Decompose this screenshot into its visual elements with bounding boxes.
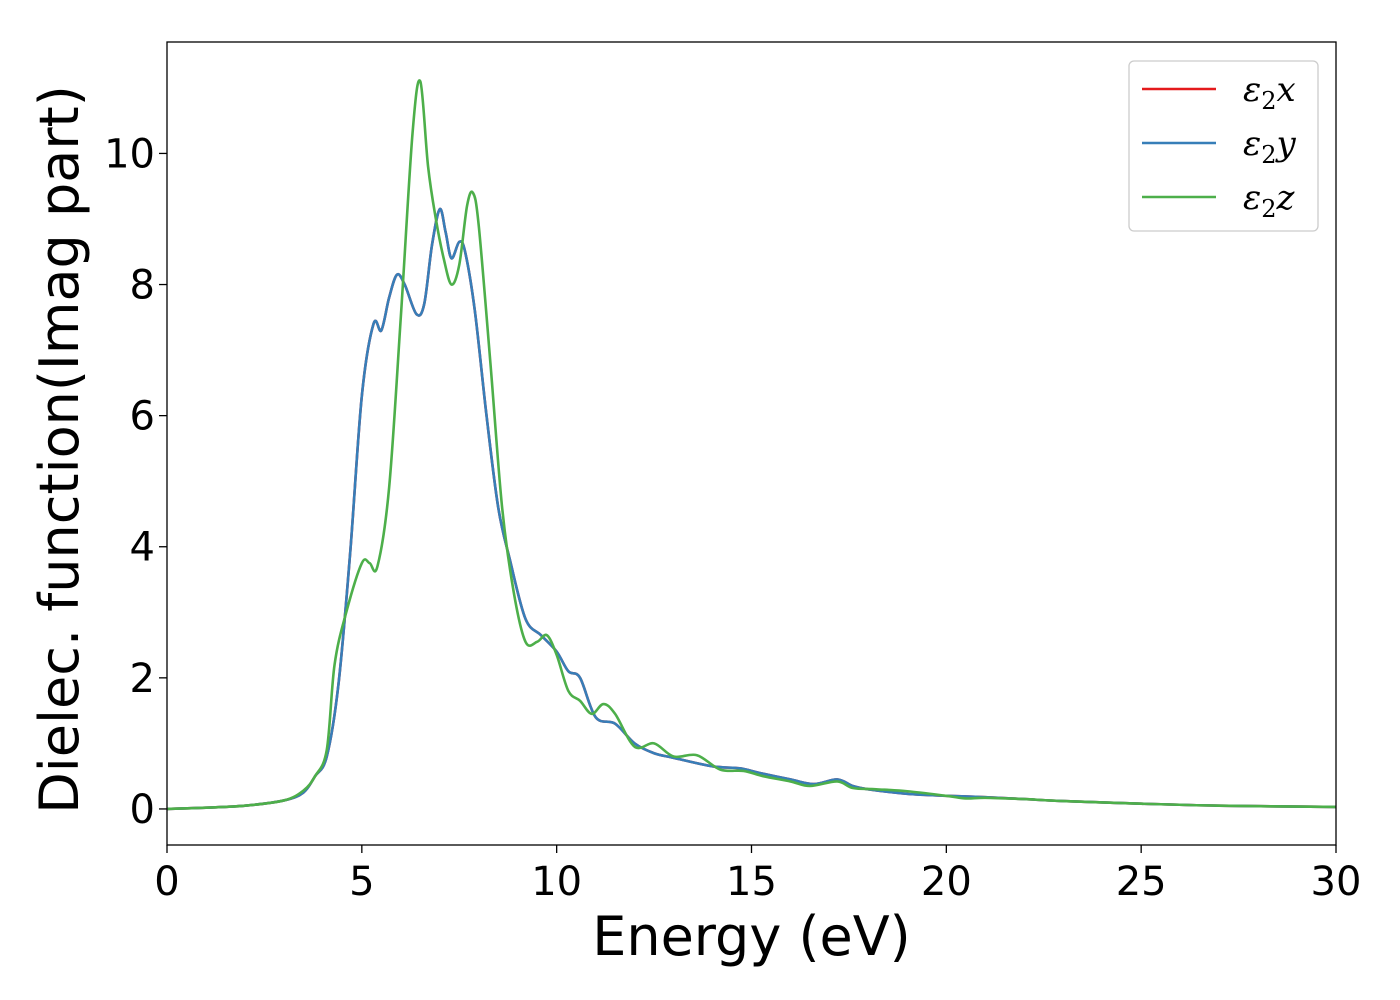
- legend-box: [1128, 60, 1319, 232]
- legend-label: ε2z: [1243, 178, 1296, 223]
- x-tick-label: 0: [154, 859, 179, 905]
- y-tick-label: 10: [104, 131, 155, 177]
- legend-label: ε2y: [1243, 124, 1297, 169]
- y-tick-label: 8: [130, 263, 155, 309]
- x-tick-label: 25: [1116, 859, 1167, 905]
- x-tick-label: 5: [349, 859, 374, 905]
- x-tick-label: 10: [531, 859, 582, 905]
- y-axis-title: Dielec. function(Imag part): [28, 85, 91, 814]
- legend-entry-z: ε2z: [1142, 178, 1296, 223]
- legend-label: ε2x: [1243, 70, 1296, 115]
- y-tick-label: 0: [130, 787, 155, 833]
- x-tick-label: 30: [1311, 859, 1362, 905]
- series-line-z: [166, 79, 1337, 811]
- x-axis: 0 5 10 15 20 25 30: [154, 845, 1361, 905]
- series-line-x: [166, 207, 1337, 811]
- legend-entry-y: ε2y: [1142, 124, 1297, 169]
- plot-area: 0 5 10 15 20 25 30 0 2 4 6 8 10: [104, 41, 1361, 905]
- y-tick-label: 2: [130, 656, 155, 702]
- x-axis-title: Energy (eV): [592, 905, 911, 968]
- x-tick-label: 20: [921, 859, 972, 905]
- legend-entry-x: ε2x: [1142, 70, 1296, 115]
- y-tick-label: 6: [130, 394, 155, 440]
- legend: ε2x ε2y ε2z: [1128, 60, 1319, 232]
- y-tick-label: 4: [130, 525, 155, 571]
- series-line-y: [166, 207, 1337, 811]
- x-tick-label: 15: [726, 859, 777, 905]
- y-axis: 0 2 4 6 8 10: [104, 131, 167, 833]
- series-layer: [166, 79, 1337, 811]
